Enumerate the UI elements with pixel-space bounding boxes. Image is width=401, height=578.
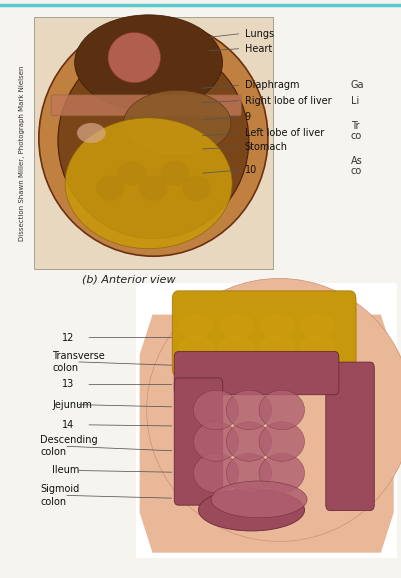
Text: Sigmoid
colon: Sigmoid colon <box>40 484 79 506</box>
Ellipse shape <box>139 176 168 201</box>
Ellipse shape <box>211 481 307 518</box>
Ellipse shape <box>259 314 294 338</box>
Text: Stomach: Stomach <box>245 142 288 152</box>
Ellipse shape <box>193 422 239 461</box>
Text: Jejunum: Jejunum <box>52 399 92 410</box>
Ellipse shape <box>75 15 223 110</box>
Ellipse shape <box>219 335 254 359</box>
Ellipse shape <box>77 123 106 143</box>
Ellipse shape <box>259 390 305 429</box>
Ellipse shape <box>219 314 254 338</box>
Polygon shape <box>140 315 393 552</box>
Text: 13: 13 <box>62 379 75 390</box>
Ellipse shape <box>58 43 249 239</box>
Text: 12: 12 <box>62 332 75 343</box>
FancyBboxPatch shape <box>326 362 374 510</box>
Text: Left lobe of liver: Left lobe of liver <box>245 128 324 138</box>
Ellipse shape <box>226 422 272 461</box>
Ellipse shape <box>96 176 125 201</box>
Text: Heart: Heart <box>245 43 272 54</box>
Text: Li: Li <box>351 95 359 106</box>
Text: Ga: Ga <box>351 80 365 90</box>
Text: Descending
colon: Descending colon <box>40 435 98 457</box>
Ellipse shape <box>226 390 272 429</box>
Text: Dissection Shawn Miller, Photograph Mark Nielsen: Dissection Shawn Miller, Photograph Mark… <box>19 65 25 241</box>
Text: (b) Anterior view: (b) Anterior view <box>81 274 175 284</box>
Text: co: co <box>351 165 362 176</box>
Text: 10: 10 <box>245 165 257 175</box>
Ellipse shape <box>178 335 214 359</box>
FancyBboxPatch shape <box>172 291 356 377</box>
Bar <box>34 17 273 269</box>
Text: Tr: Tr <box>351 121 359 131</box>
Bar <box>136 283 397 558</box>
Text: Right lobe of liver: Right lobe of liver <box>245 95 331 106</box>
FancyBboxPatch shape <box>174 378 223 505</box>
Ellipse shape <box>193 453 239 493</box>
Ellipse shape <box>182 176 211 201</box>
Ellipse shape <box>65 118 232 249</box>
Ellipse shape <box>147 279 401 542</box>
Ellipse shape <box>39 20 268 256</box>
Ellipse shape <box>178 314 214 338</box>
Text: As: As <box>351 155 363 166</box>
Text: 9: 9 <box>245 112 251 123</box>
Ellipse shape <box>259 453 305 493</box>
Text: Ileum: Ileum <box>52 465 79 476</box>
Ellipse shape <box>117 161 146 186</box>
FancyBboxPatch shape <box>51 95 241 116</box>
Ellipse shape <box>259 422 305 461</box>
Ellipse shape <box>198 489 304 531</box>
Text: co: co <box>351 131 362 141</box>
Ellipse shape <box>300 335 335 359</box>
Ellipse shape <box>160 161 189 186</box>
Text: Lungs: Lungs <box>245 28 274 39</box>
Text: 14: 14 <box>62 420 75 430</box>
Ellipse shape <box>108 32 160 83</box>
Ellipse shape <box>226 453 272 493</box>
Text: Transverse
colon: Transverse colon <box>52 351 105 373</box>
Ellipse shape <box>193 390 239 429</box>
Text: Diaphragm: Diaphragm <box>245 80 299 90</box>
Ellipse shape <box>259 335 294 359</box>
FancyBboxPatch shape <box>174 351 339 395</box>
Ellipse shape <box>124 90 231 155</box>
Ellipse shape <box>300 314 335 338</box>
